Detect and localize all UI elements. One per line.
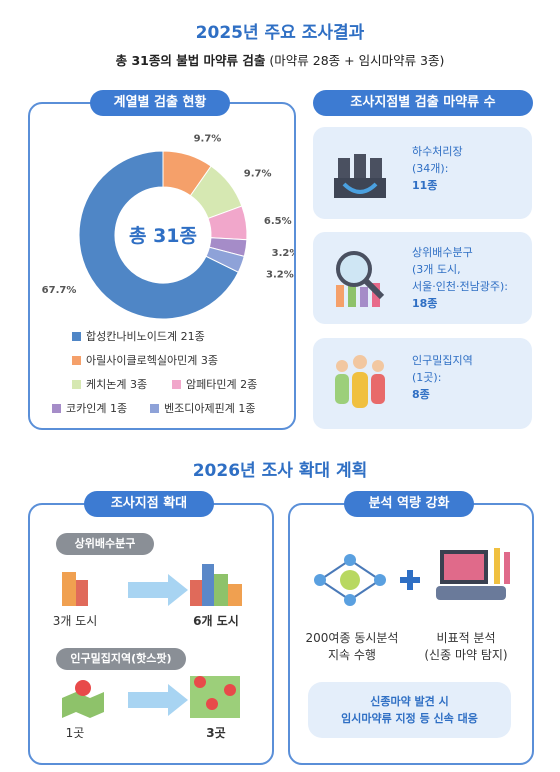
note-line: 임시마약류 지정 등 신속 대응	[341, 712, 478, 725]
center-label: 총 31종	[129, 225, 197, 247]
title: 2025년 주요 조사결과	[195, 23, 365, 43]
legend-label: 합성칸나비노이드계 21종	[86, 330, 205, 343]
value-label: 3.2%	[272, 248, 294, 259]
donut-chart: 67.7% 9.7% 9.7% 6.5% 3.2% 3.2% 총 31종	[42, 134, 294, 320]
plant-icon	[334, 154, 386, 198]
to-label: 6개 도시	[193, 614, 239, 628]
legend-label: 코카인계 1종	[66, 402, 128, 415]
people-icon	[335, 355, 385, 408]
site-line: 서울·인천·전남광주):	[412, 280, 508, 293]
site-line: (3개 도시,	[412, 263, 461, 276]
legend-label: 암페타민계 2종	[186, 378, 258, 391]
subtitle: 총 31종의 불법 마약류 검출 (마약류 28종 + 임시마약류 3종)	[0, 50, 560, 69]
chart-title: 계열별 검출 현황	[90, 90, 230, 116]
sites-title: 조사지점별 검출 마약류 수	[313, 90, 533, 116]
capacity-line: 지속 수행	[328, 648, 376, 662]
site-text: 인구밀집지역 (1곳): 8종	[412, 352, 530, 403]
site-line: 인구밀집지역	[412, 354, 473, 367]
to-label: 3곳	[206, 726, 226, 740]
legend-label: 케치논계 3종	[86, 378, 148, 391]
legend-item: 케치논계 3종	[72, 376, 147, 392]
capacity-line: 비표적 분석	[436, 631, 496, 645]
from-label: 3개 도시	[52, 614, 98, 628]
site-text: 하수처리장 (34개): 11종	[412, 143, 530, 194]
site-count: 11종	[412, 179, 438, 192]
site-line: 상위배수분구	[412, 246, 473, 259]
legend-swatch	[150, 404, 159, 413]
legend-label: 벤조디아제핀계 1종	[164, 402, 256, 415]
legend-item: 합성칸나비노이드계 21종	[72, 328, 205, 344]
site-count: 8종	[412, 388, 430, 401]
legend-item: 아릴사이클로헥실아민계 3종	[72, 352, 218, 368]
legend-swatch	[72, 356, 81, 365]
value-label: 67.7%	[42, 285, 77, 296]
note-line: 신종마약 발견 시	[370, 695, 449, 708]
note: 신종마약 발견 시 임시마약류 지정 등 신속 대응	[308, 693, 511, 727]
legend-swatch	[72, 332, 81, 341]
subtitle-note: (마약류 28종 + 임시마약류 3종)	[269, 53, 445, 68]
group-label: 상위배수분구	[56, 533, 154, 555]
note-box	[308, 682, 511, 738]
search-icon	[336, 251, 385, 307]
capacity-line: 200여종 동시분석	[305, 631, 399, 645]
site-count: 18종	[412, 297, 438, 310]
legend-label: 아릴사이클로헥실아민계 3종	[86, 354, 218, 367]
site-line: (34개):	[412, 162, 449, 175]
site-card	[313, 338, 532, 429]
site-text: 상위배수분구 (3개 도시, 서울·인천·전남광주): 18종	[412, 244, 530, 312]
value-label: 9.7%	[194, 134, 222, 145]
group-label: 인구밀집지역(핫스팟)	[56, 648, 186, 670]
value-label: 6.5%	[264, 216, 292, 227]
analysis-icons	[314, 548, 510, 606]
site-line: (1곳):	[412, 371, 442, 384]
site-line: 하수처리장	[412, 145, 463, 158]
legend-item: 벤조디아제핀계 1종	[150, 400, 255, 416]
value-label: 9.7%	[244, 169, 272, 180]
capacity-line: (신종 마약 탐지)	[424, 648, 508, 662]
plan-title: 2026년 조사 확대 계획	[192, 461, 368, 481]
from-label: 1곳	[65, 726, 85, 740]
expand-title: 조사지점 확대	[84, 491, 214, 517]
subtitle-main: 총 31종의 불법 마약류 검출	[115, 53, 266, 68]
legend-item: 암페타민계 2종	[172, 376, 257, 392]
value-label: 3.2%	[266, 270, 294, 281]
legend-swatch	[172, 380, 181, 389]
capacity-item: 비표적 분석 (신종 마약 탐지)	[410, 630, 522, 664]
capacity-title: 분석 역량 강화	[344, 491, 474, 517]
legend-swatch	[52, 404, 61, 413]
legend-item: 코카인계 1종	[52, 400, 127, 416]
legend-swatch	[72, 380, 81, 389]
slice	[78, 150, 239, 320]
city-icons	[62, 564, 242, 606]
map-icons	[62, 676, 240, 718]
slice	[205, 246, 245, 273]
